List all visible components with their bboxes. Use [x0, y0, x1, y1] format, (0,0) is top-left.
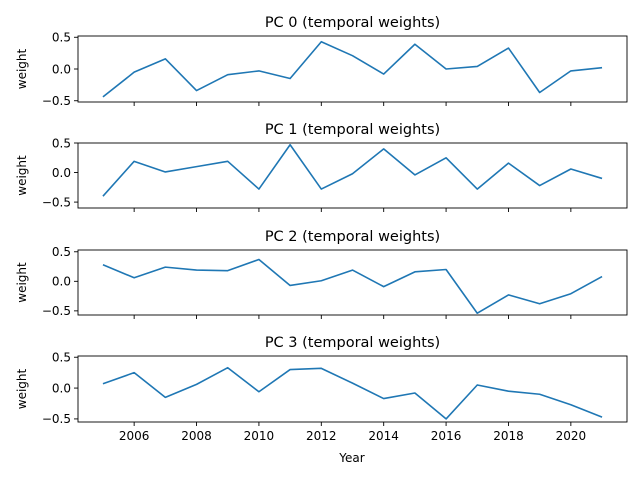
y-tick-label: 0.0 [52, 275, 71, 289]
axes-frame [77, 142, 628, 209]
x-tick-label: 2014 [368, 429, 399, 443]
y-tick-label: 0.0 [52, 381, 71, 395]
series-line-pc2 [102, 258, 603, 315]
axes-frame [77, 35, 628, 103]
subplot-title: PC 2 (temporal weights) [265, 229, 440, 245]
y-axis-label: weight [15, 262, 29, 303]
y-axis-label: weight [15, 48, 29, 89]
axes-frame [77, 355, 628, 423]
subplot-pc2: PC 2 (temporal weights) weight 0.5 0.0 −0.5 [15, 229, 628, 319]
y-tick-label: 0.5 [52, 351, 71, 365]
y-tick-label: −0.5 [42, 94, 71, 108]
y-tick-label: 0.0 [52, 166, 71, 180]
subplot-title: PC 0 (temporal weights) [265, 15, 440, 31]
subplot-title: PC 3 (temporal weights) [265, 335, 440, 351]
y-tick-label: 0.5 [52, 245, 71, 259]
x-tick-label: 2012 [306, 429, 337, 443]
axes-frame [77, 249, 628, 316]
y-tick-label: 0.0 [52, 62, 71, 76]
x-tick-label: 2010 [244, 429, 275, 443]
y-tick-label: −0.5 [42, 304, 71, 318]
x-tick-label: 2008 [181, 429, 212, 443]
series-line-pc3 [102, 366, 603, 420]
x-tick-label: 2006 [119, 429, 150, 443]
series-line-pc0 [102, 40, 603, 98]
x-tick-label: 2018 [493, 429, 524, 443]
y-tick-label: 0.5 [52, 31, 71, 45]
x-tick-label: 2020 [556, 429, 587, 443]
y-tick-label: 0.5 [52, 136, 71, 150]
y-axis-label: weight [15, 155, 29, 196]
series-line-pc1 [102, 143, 603, 197]
subplot-panels: PC 0 (temporal weights)weight0.50.0−0.5P… [15, 15, 628, 443]
subplot-pc3: PC 3 (temporal weights) weight 0.5 0.0 −0.5 2… [15, 335, 628, 443]
subplot-pc1: PC 1 (temporal weights) weight 0.5 0.0 −0.5 [15, 122, 628, 212]
subplot-pc0: PC 0 (temporal weights) weight 0.5 0.0 −0.5 [15, 15, 628, 108]
y-axis-label: weight [15, 368, 29, 409]
y-tick-label: −0.5 [42, 412, 71, 426]
y-tick-label: −0.5 [42, 195, 71, 209]
x-tick-label: 2016 [431, 429, 462, 443]
x-axis-label: Year [338, 451, 364, 465]
subplot-title: PC 1 (temporal weights) [265, 122, 440, 138]
